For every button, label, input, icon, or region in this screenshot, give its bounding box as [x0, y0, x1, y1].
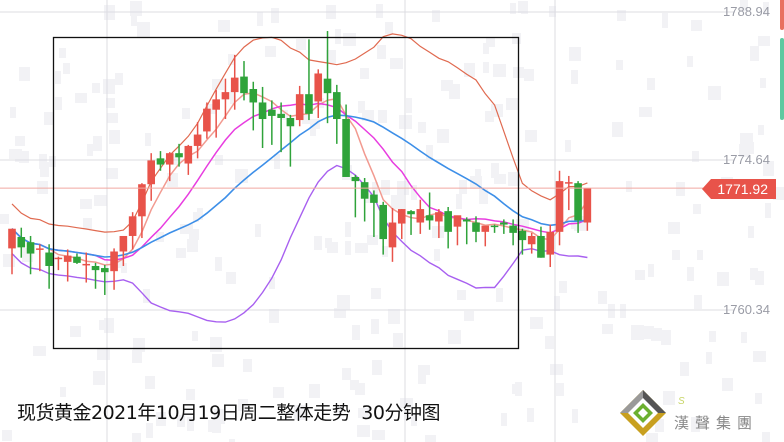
candle-body: [305, 94, 313, 114]
candle-body: [73, 256, 81, 263]
current-price-tag: 1771.92: [702, 179, 776, 199]
candle-body: [416, 209, 425, 223]
candle-body: [8, 228, 16, 249]
candle-body: [268, 109, 276, 116]
candle-body: [481, 225, 490, 232]
candle-body: [444, 211, 452, 232]
candle-body: [574, 183, 582, 221]
candle-body: [565, 182, 573, 184]
candle-body: [407, 211, 415, 215]
candle-body: [175, 153, 183, 158]
candle-body: [323, 78, 332, 94]
candle-body: [537, 235, 545, 258]
side-indicator-green: [780, 38, 784, 120]
candle-body: [286, 117, 295, 127]
candle-body: [360, 182, 369, 199]
y-tick-label: 1760.34: [723, 302, 770, 317]
candle-body: [63, 255, 72, 262]
y-tick-label: 1774.64: [723, 152, 770, 167]
candle-body: [388, 222, 397, 248]
candle-body: [193, 134, 202, 146]
logo-mark: S: [678, 396, 685, 407]
candle-body: [221, 92, 230, 100]
candle-body: [110, 251, 118, 272]
candle-body: [472, 222, 480, 232]
diamond-logo-icon: [620, 390, 666, 436]
candle-body: [500, 222, 508, 225]
y-tick-label: 1788.94: [723, 4, 770, 19]
candle-body: [314, 73, 323, 102]
candle-body: [138, 184, 146, 217]
candle-body: [490, 225, 499, 228]
highlight-box: [52, 36, 520, 350]
candle-body: [397, 209, 406, 224]
candle-body: [295, 94, 304, 121]
chart-caption: 现货黄金2021年10月19日周二整体走势 30分钟图: [17, 402, 440, 424]
candle-body: [147, 160, 155, 185]
candle-body: [277, 113, 285, 118]
candles: [8, 31, 592, 295]
candle-body: [249, 89, 258, 103]
candle-body: [156, 158, 165, 165]
candle-body: [527, 235, 536, 245]
candle-body: [555, 181, 564, 232]
candle-body: [119, 235, 128, 252]
candle-body: [82, 263, 91, 266]
candle-body: [342, 119, 350, 177]
candle-body: [518, 230, 527, 241]
candle-body: [333, 92, 341, 120]
candle-body: [230, 77, 239, 93]
candle-body: [17, 237, 26, 248]
candle-body: [509, 225, 517, 233]
candle-body: [453, 215, 462, 227]
candle-body: [45, 252, 53, 266]
grid-lines: [0, 0, 735, 442]
candle-body: [546, 231, 555, 255]
candle-body: [203, 108, 211, 132]
candle-body: [351, 176, 360, 182]
candle-body: [258, 102, 267, 120]
candle-body: [435, 212, 443, 222]
logo-text: 漢聲集團: [674, 414, 759, 432]
candle-body: [425, 215, 434, 221]
company-logo: S 漢聲集團: [618, 386, 784, 442]
candle-body: [26, 242, 35, 254]
candle-body: [462, 219, 471, 222]
side-indicator-red: [780, 0, 784, 30]
candle-body: [101, 268, 109, 273]
candle-body: [583, 188, 592, 223]
candle-body: [240, 76, 248, 94]
candle-body: [91, 265, 100, 271]
candle-body: [370, 194, 378, 203]
candle-body: [379, 204, 387, 240]
candle-body: [184, 145, 193, 164]
candle-body: [128, 216, 137, 236]
candle-body: [36, 248, 44, 250]
candle-body: [165, 153, 174, 165]
candle-body: [54, 257, 63, 260]
candle-body: [212, 99, 220, 110]
